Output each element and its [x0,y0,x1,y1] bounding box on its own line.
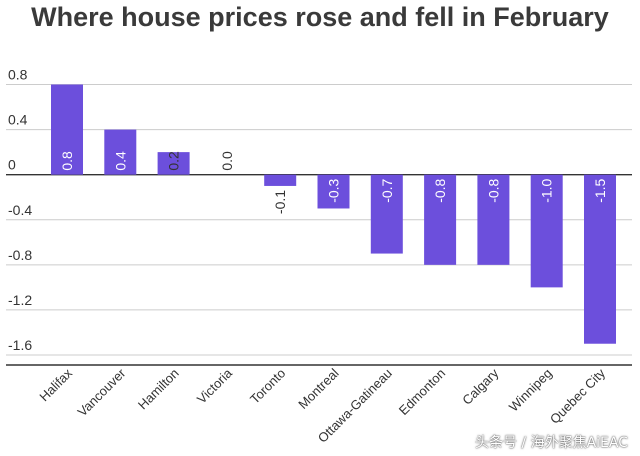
bar [157,152,190,175]
bar [584,174,616,344]
data-label: -0.7 [379,178,395,202]
x-tick-label: Halifax [36,365,75,404]
x-tick-label: Vancouver [75,365,129,419]
bar [104,129,137,175]
x-tick-label: Toronto [247,366,288,407]
chart-title: Where house prices rose and fell in Febr… [31,2,609,32]
data-label: 0.8 [59,151,75,171]
y-tick-label: -1.2 [8,292,32,308]
data-label: -1.0 [539,178,555,202]
y-tick-label: -0.8 [8,247,32,263]
y-tick-label: 0.8 [8,67,28,83]
bar [424,174,457,265]
bar [530,174,563,288]
data-label: -0.3 [326,178,342,202]
x-tick-label: Hamilton [135,366,182,413]
bar [477,174,510,265]
y-tick-label: 0.4 [8,112,28,128]
bar [317,174,350,209]
y-tick-label: -0.4 [8,202,32,218]
bar [370,174,403,254]
data-label: -0.1 [272,190,288,214]
data-label: 0.4 [112,151,128,171]
bar [264,174,297,186]
y-tick-label: 0 [8,157,16,173]
data-label: -0.8 [485,178,501,202]
watermark: 头条号 / 海外聚焦AiEAC [474,435,628,451]
data-label: 0.0 [219,151,235,171]
x-tick-label: Quebec City [547,365,609,427]
x-tick-label: Montreal [295,365,341,411]
bar [51,84,83,175]
x-tick-label: Victoria [194,365,236,407]
data-label: 0.2 [166,151,182,171]
x-tick-label: Edmonton [396,366,449,419]
x-tick-label: Calgary [459,365,502,408]
data-label: -1.5 [592,178,608,202]
y-tick-label: -1.6 [8,337,32,353]
x-tick-label: Winnipeg [506,366,555,415]
data-label: -0.8 [432,178,448,202]
